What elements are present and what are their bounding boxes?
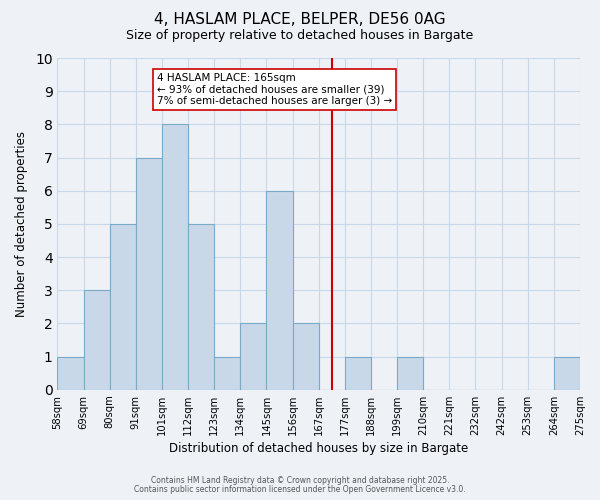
Bar [293,324,319,390]
Text: Size of property relative to detached houses in Bargate: Size of property relative to detached ho… [127,29,473,42]
Bar [58,356,83,390]
Text: 4, HASLAM PLACE, BELPER, DE56 0AG: 4, HASLAM PLACE, BELPER, DE56 0AG [154,12,446,28]
Bar [554,356,580,390]
Text: Contains HM Land Registry data © Crown copyright and database right 2025.: Contains HM Land Registry data © Crown c… [151,476,449,485]
Bar [162,124,188,390]
Y-axis label: Number of detached properties: Number of detached properties [15,131,28,317]
Bar [136,158,162,390]
Bar [266,190,293,390]
Bar [83,290,110,390]
Bar [397,356,423,390]
Text: Contains public sector information licensed under the Open Government Licence v3: Contains public sector information licen… [134,484,466,494]
Bar [241,324,266,390]
X-axis label: Distribution of detached houses by size in Bargate: Distribution of detached houses by size … [169,442,469,455]
Bar [214,356,241,390]
Bar [345,356,371,390]
Bar [110,224,136,390]
Bar [188,224,214,390]
Text: 4 HASLAM PLACE: 165sqm
← 93% of detached houses are smaller (39)
7% of semi-deta: 4 HASLAM PLACE: 165sqm ← 93% of detached… [157,73,392,106]
